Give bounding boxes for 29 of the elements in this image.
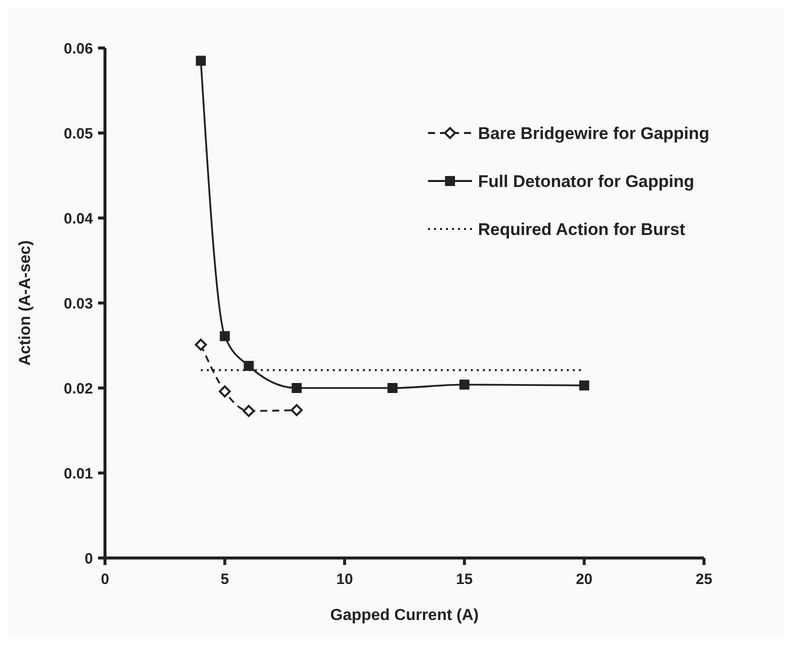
y-tick-label: 0.06 xyxy=(64,40,93,58)
y-tick-label: 0.04 xyxy=(64,210,94,228)
x-axis-title: Gapped Current (A) xyxy=(330,607,479,624)
legend-label: Bare Bridgewire for Gapping xyxy=(478,124,710,143)
x-tick-label: 0 xyxy=(100,571,110,588)
point xyxy=(290,404,303,416)
point xyxy=(194,338,207,351)
point xyxy=(242,404,255,417)
legend-label: Full Detonator for Gapping xyxy=(478,172,694,191)
y-tick-label: 0.05 xyxy=(64,125,93,142)
y-tick-label: 0.02 xyxy=(64,380,93,398)
x-tick-label: 20 xyxy=(576,571,593,588)
y-axis-title: Action (A-A-sec) xyxy=(17,240,34,366)
x-tick-label: 15 xyxy=(456,571,473,588)
legend-label: Required Action for Burst xyxy=(478,220,686,239)
y-tick-label: 0 xyxy=(84,550,93,568)
x-tick-label: 5 xyxy=(220,571,229,588)
point xyxy=(220,331,230,342)
point xyxy=(459,380,470,390)
point xyxy=(292,383,302,393)
point xyxy=(244,360,254,371)
x-tick-label: 25 xyxy=(696,571,712,588)
y-tick-label: 0.01 xyxy=(64,465,93,482)
point xyxy=(196,56,206,66)
y-tick-label: 0.03 xyxy=(64,295,93,312)
point xyxy=(388,383,398,393)
x-tick-label: 10 xyxy=(336,571,353,588)
point xyxy=(218,385,231,398)
point xyxy=(579,380,590,390)
